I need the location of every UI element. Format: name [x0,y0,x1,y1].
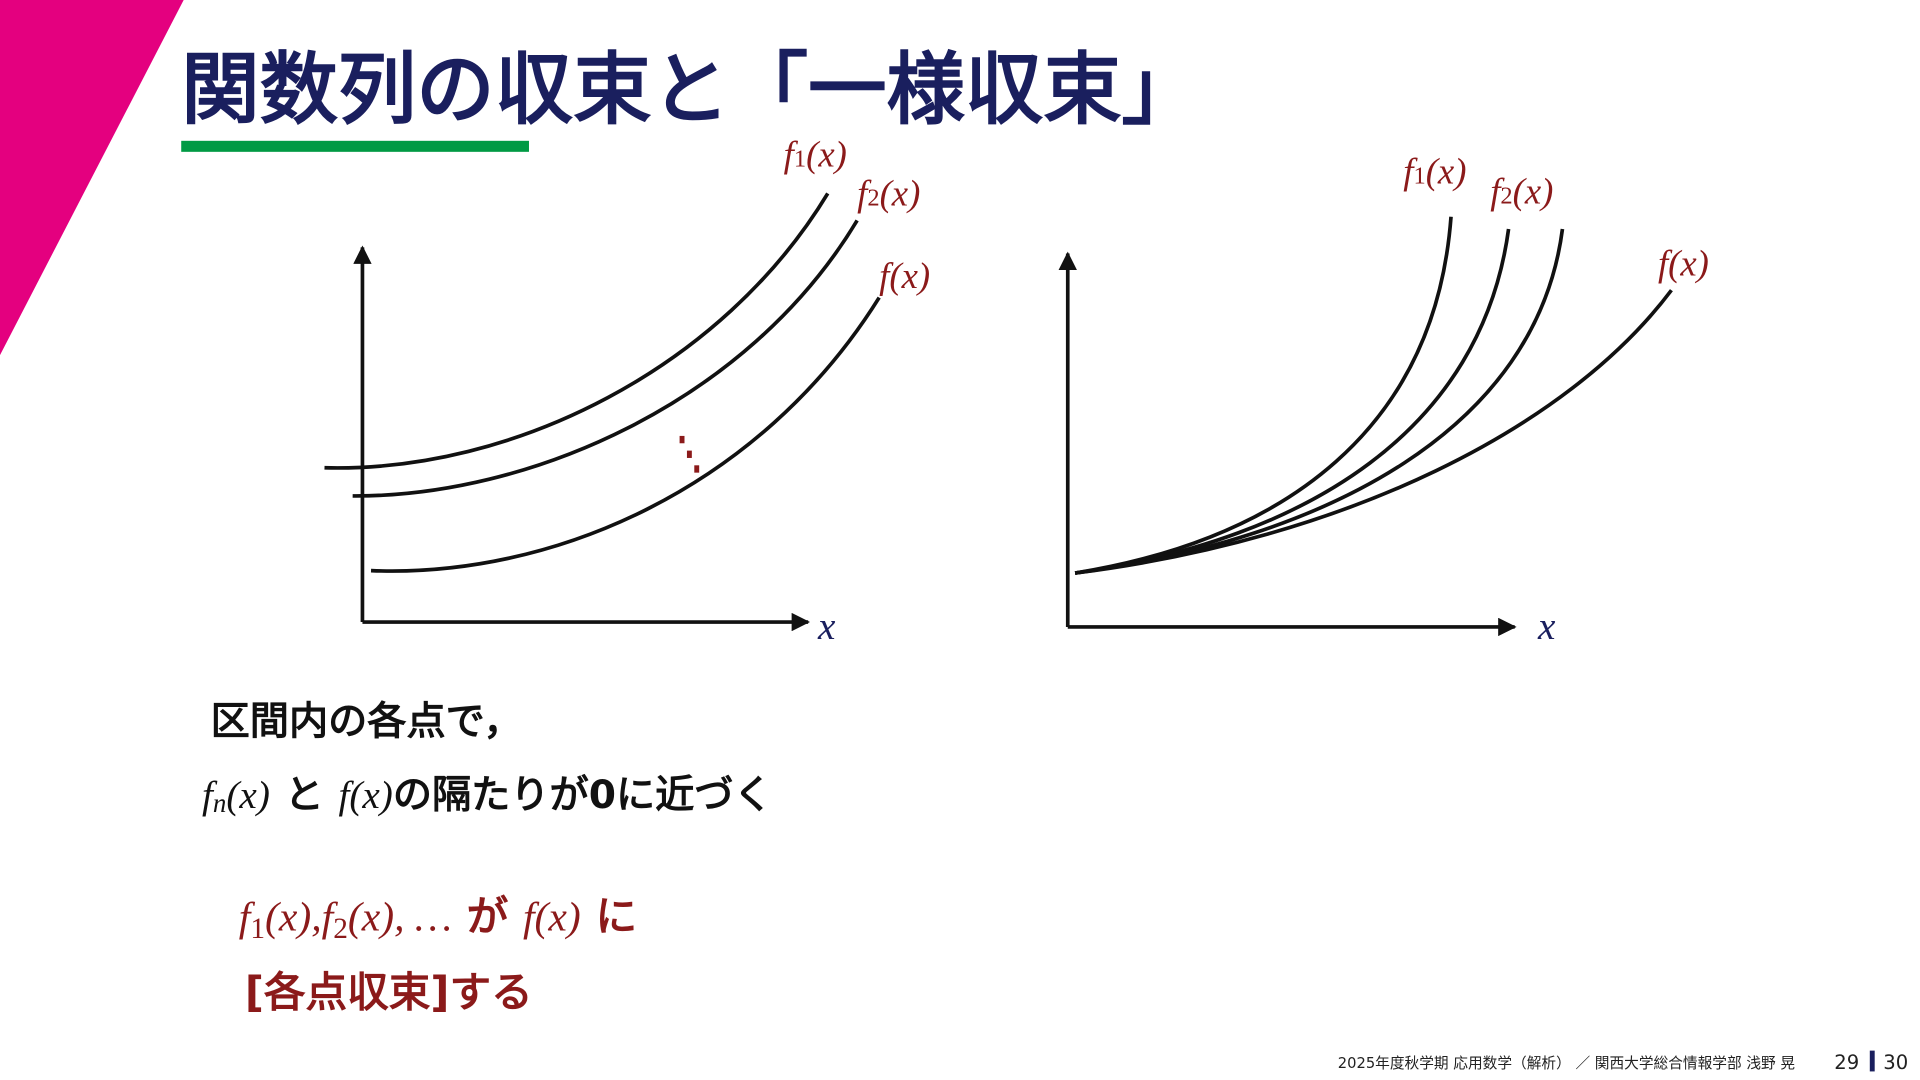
label-f1: f1(x) [1403,151,1466,192]
curve-f [370,296,881,573]
x-axis-label: x [1537,605,1556,648]
label-f2: f2(x) [857,173,920,214]
body-line2: fn(x) と f(x)の隔たりが0に近づく [202,773,773,818]
x-axis-label: x [817,605,836,648]
left-graph: f1(x) f2(x) f(x) x [324,134,930,648]
dots [679,435,700,473]
accent-triangle [0,0,184,356]
right-graph: f1(x) f2(x) f(x) x [1058,151,1709,648]
page-separator [1869,1050,1875,1072]
page-number: 29 [1834,1051,1859,1074]
body-line1: 区間内の各点で， [211,700,523,745]
curve-f2 [1074,228,1511,575]
page-total: 30 [1883,1051,1908,1074]
label-f: f(x) [879,255,930,296]
label-f: f(x) [1658,243,1709,284]
curve-f2 [352,219,859,498]
conclusion-line2: [各点収束]する [245,968,533,1017]
title-underline [181,140,529,152]
curve-f3 [1074,228,1565,575]
title: 関数列の収束と「一様収束」 [181,44,1200,135]
curve-f1 [324,192,830,470]
curve-f [1074,289,1673,575]
label-f1: f1(x) [784,134,847,175]
conclusion-line1: f1(x),f2(x), … が f(x) に [239,892,637,945]
curve-f1 [1074,216,1453,575]
label-f2: f2(x) [1490,170,1553,211]
footer-course: 2025年度秋学期 応用数学（解析） ／ 関西大学総合情報学部 浅野 晃 [1338,1055,1796,1072]
